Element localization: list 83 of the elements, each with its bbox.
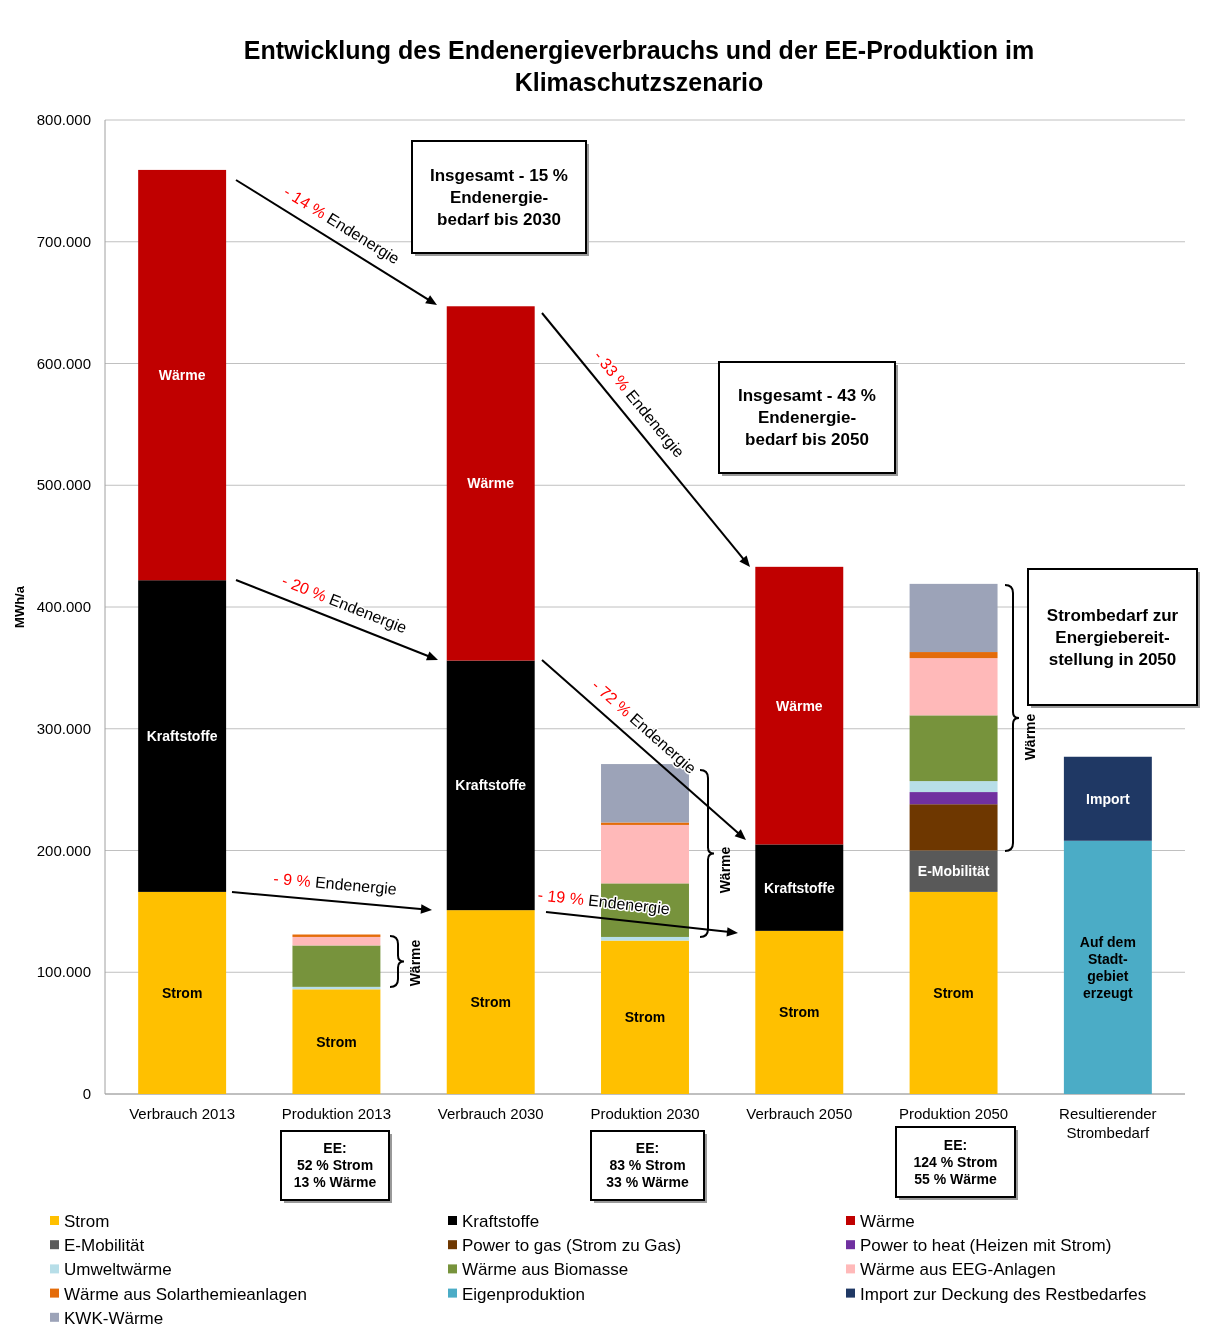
- data-label: Wärme: [775, 697, 823, 714]
- bar: [909, 715, 998, 782]
- bar: [292, 936, 381, 946]
- data-label: Auf dem Stadt- gebiet erzeugt: [1079, 933, 1136, 1001]
- bar: [755, 844, 844, 931]
- data-label: Import: [1086, 790, 1130, 807]
- text: EE: 83 % Strom 33 % Wärme: [606, 1140, 689, 1191]
- legend-label: Wärme: [860, 1212, 915, 1231]
- annotation: - 19 % Endenergie: [536, 886, 671, 918]
- bar: [909, 781, 998, 793]
- y-tick-label: 400.000: [36, 598, 91, 615]
- data-label: Kraftstoffe: [763, 879, 835, 896]
- x-tick-label: Verbrauch 2030: [437, 1105, 544, 1122]
- bar: [446, 660, 535, 911]
- data-label: Strom: [161, 984, 203, 1001]
- data-label: Strom: [624, 1009, 666, 1026]
- legend-label: Umweltwärme: [64, 1260, 172, 1280]
- data-label: E-Mobilität: [917, 863, 990, 880]
- bar: [446, 910, 535, 1094]
- chart-title: Entwicklung des Endenergieverbrauchs und der EE-Produktion im Klimaschutzszenario: [243, 36, 1035, 96]
- data-label: Strom: [316, 1033, 357, 1050]
- bar: [909, 652, 998, 659]
- annotation: Strombedarf zur Energiebereit- stellung in 2050: [1046, 605, 1179, 669]
- annotation: Insgesamt - 43 % Endenergie- bedarf bis 2050: [738, 386, 876, 450]
- bar: [601, 936, 689, 941]
- x-tick-label: Verbrauch 2050: [746, 1105, 853, 1122]
- legend-label: Strom: [64, 1212, 110, 1231]
- bar: [138, 580, 227, 892]
- text: EE: 52 % Strom 13 % Wärme: [293, 1140, 377, 1191]
- bar: [755, 930, 844, 1094]
- bar: [446, 306, 535, 661]
- legend-label: Wärme aus EEG-Anlagen: [860, 1260, 1056, 1280]
- annotation: Wärme: [1022, 713, 1038, 761]
- legend-label: Kraftstoffe: [462, 1212, 540, 1231]
- annotation: Insgesamt - 15 % Endenergie- bedarf bis 2030: [430, 165, 568, 229]
- bar: [601, 822, 689, 825]
- x-tick-label: Produktion 2030: [590, 1105, 700, 1122]
- bar: [601, 940, 689, 1094]
- y-tick-label: 100.000: [36, 963, 91, 981]
- legend-label: Power to gas (Strom zu Gas): [462, 1236, 682, 1256]
- x-tick-label: Produktion 2013: [281, 1105, 392, 1122]
- data-label: Wärme: [467, 475, 515, 492]
- y-tick-label: 600.000: [36, 354, 91, 372]
- x-tick-label: Produktion 2050: [898, 1105, 1009, 1122]
- bar: [909, 583, 998, 653]
- x-tick-label: Resultierender Strombedarf: [1059, 1105, 1157, 1141]
- text: EE: 124 % Strom 55 % Wärme: [913, 1136, 998, 1187]
- bar: [1063, 840, 1152, 1094]
- y-tick-label: 0: [82, 1085, 91, 1102]
- legend-label: KWK-Wärme: [64, 1308, 164, 1327]
- bar: [601, 824, 689, 884]
- bar: [909, 804, 998, 851]
- legend-label: Wärme aus Biomasse: [462, 1260, 629, 1280]
- data-label: Strom: [470, 994, 511, 1011]
- y-tick-label: 300.000: [36, 719, 91, 737]
- bar: [138, 169, 227, 581]
- legend-label: Eigenproduktion: [462, 1284, 585, 1304]
- bar: [1063, 756, 1152, 841]
- annotation: Wärme: [717, 846, 733, 894]
- annotation: Wärme: [407, 939, 423, 987]
- data-label: Kraftstoffe: [146, 728, 218, 745]
- y-tick-label: 200.000: [36, 841, 91, 859]
- legend-label: Power to heat (Heizen mit Strom): [860, 1236, 1112, 1256]
- bar: [292, 945, 381, 987]
- y-tick-label: 800.000: [36, 111, 91, 128]
- y-tick-label: 700.000: [36, 232, 91, 250]
- bar: [755, 566, 844, 845]
- bar: [909, 658, 998, 716]
- annotation: - 9 % Endenergie: [272, 869, 398, 898]
- legend-label: Wärme aus Solarthemieanlagen: [64, 1284, 307, 1304]
- bar: [909, 792, 998, 805]
- data-label: Strom: [779, 1004, 820, 1021]
- data-label: Strom: [933, 984, 974, 1001]
- y-axis-title: MWh/a: [12, 585, 27, 628]
- bar: [909, 891, 998, 1094]
- data-label: Kraftstoffe: [455, 777, 527, 794]
- bar: [292, 989, 381, 1094]
- data-label: Wärme: [158, 367, 206, 384]
- legend-label: E-Mobilität: [64, 1236, 145, 1256]
- bar: [138, 891, 227, 1094]
- y-tick-label: 500.000: [36, 476, 91, 494]
- legend-label: Import zur Deckung des Restbedarfes: [860, 1284, 1147, 1304]
- x-tick-label: Verbrauch 2013: [129, 1105, 236, 1122]
